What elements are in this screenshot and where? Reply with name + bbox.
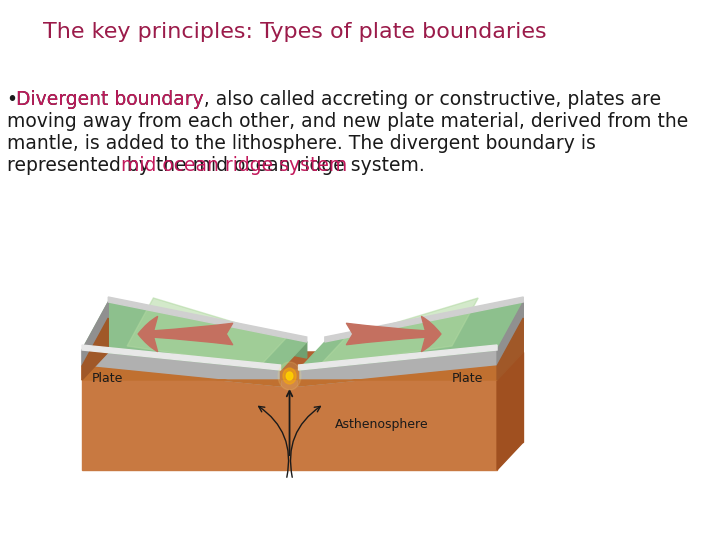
Text: The key principles: Types of plate boundaries: The key principles: Types of plate bound… [43,22,547,42]
Polygon shape [497,302,523,366]
Text: represented by the mid ocean ridge system.: represented by the mid ocean ridge syste… [6,156,424,175]
Polygon shape [108,352,523,442]
Polygon shape [299,302,523,370]
Polygon shape [108,297,307,342]
Circle shape [283,368,296,384]
Polygon shape [497,352,523,470]
Polygon shape [281,370,299,380]
Polygon shape [82,366,281,386]
Polygon shape [82,302,307,370]
Polygon shape [325,297,523,342]
Text: Plate: Plate [452,372,483,385]
Text: Divergent boundary: Divergent boundary [17,90,204,109]
Polygon shape [319,298,478,366]
Text: Asthenosphere: Asthenosphere [335,418,428,431]
Polygon shape [497,318,523,380]
Text: Plate: Plate [92,372,123,385]
Text: mantle, is added to the lithosphere. The divergent boundary is: mantle, is added to the lithosphere. The… [6,134,595,153]
Polygon shape [82,345,281,370]
Circle shape [278,362,301,390]
Text: mid ocean ridge system: mid ocean ridge system [122,156,348,175]
Polygon shape [82,380,497,470]
Polygon shape [82,350,281,386]
Text: •: • [6,90,24,109]
Polygon shape [82,302,108,366]
Polygon shape [82,318,108,380]
Polygon shape [82,352,523,380]
Polygon shape [325,302,523,358]
Polygon shape [127,298,287,366]
Polygon shape [108,302,307,358]
Text: Divergent boundary, also called accreting or constructive, plates are: Divergent boundary, also called accretin… [17,90,662,109]
Polygon shape [299,366,497,386]
Polygon shape [299,345,497,370]
Text: moving away from each other, and new plate material, derived from the: moving away from each other, and new pla… [6,112,688,131]
Circle shape [287,372,293,380]
Polygon shape [299,350,497,386]
